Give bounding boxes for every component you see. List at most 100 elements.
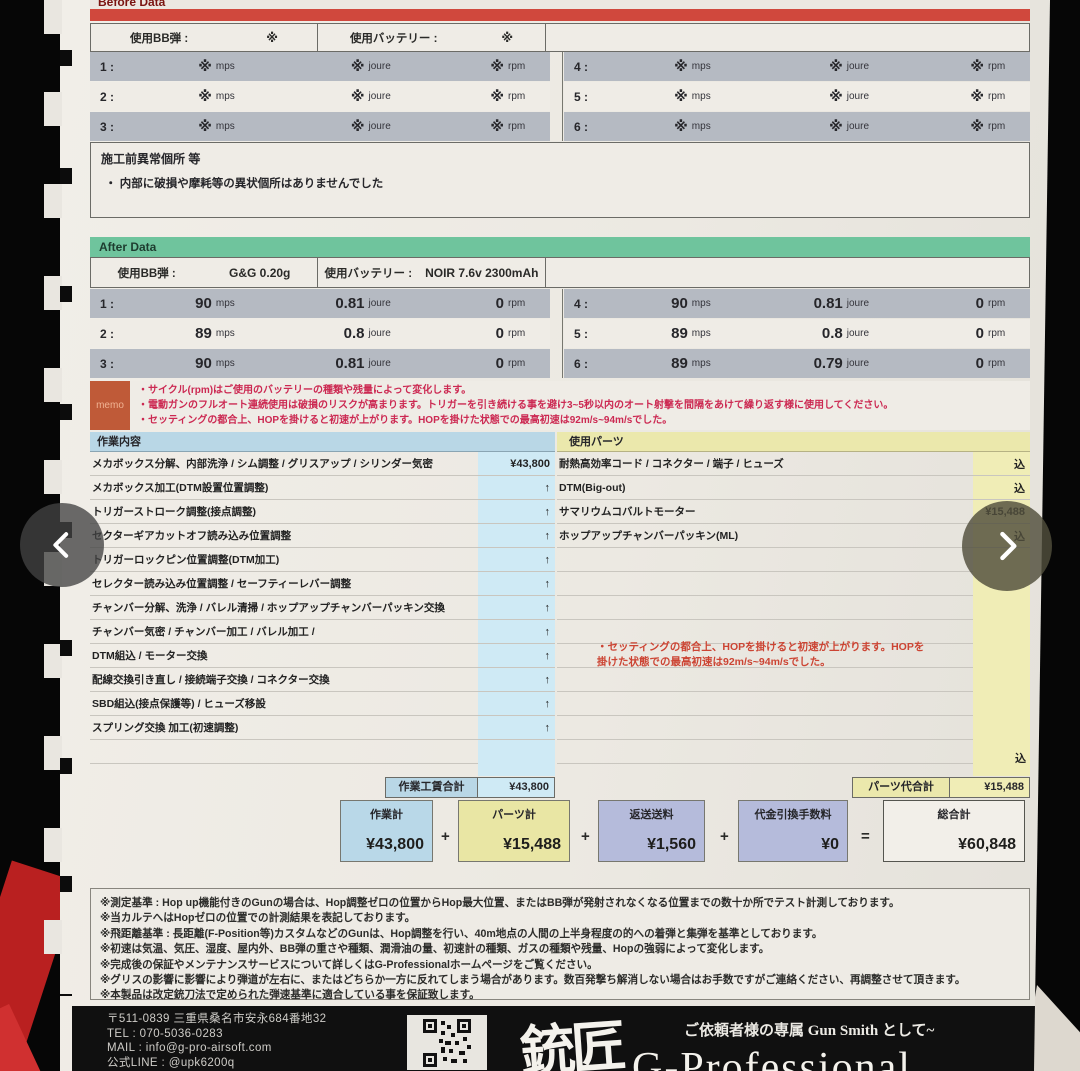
work-total-box: 作業計 ¥43,800 xyxy=(340,800,433,862)
abnormality-title: 施工前異常個所 等 xyxy=(101,152,201,166)
rpm-value: ※ xyxy=(970,118,984,134)
before-row-3: 3 : ※ mps ※ joure ※ rpm xyxy=(90,112,550,141)
previous-image-button[interactable] xyxy=(20,503,104,587)
footnote-line: ※グリスの影響に影響により弾道が左右に、またはどちらか一方に反れてしまう場合があ… xyxy=(100,974,966,987)
rpm-value: 0 xyxy=(975,295,984,312)
mps-unit: mps xyxy=(691,91,711,102)
after-bb-cell: 使用BB弾 : G&G 0.20g xyxy=(91,258,318,287)
parts-item: 耐熱高効率コード / コネクター / 端子 / ヒューズ 込 xyxy=(557,452,1030,476)
parts-item: ホップアップチャンバーパッキン(ML)込 xyxy=(557,524,1030,548)
rpm-unit: rpm xyxy=(508,91,526,102)
rpm-value: ※ xyxy=(490,88,504,104)
work-item-label: スプリング交換 加工(初速調整) xyxy=(92,722,239,734)
qr-code xyxy=(407,1015,487,1070)
work-item: セクターギアカットオフ読み込み位置調整 ↑ xyxy=(90,524,555,548)
total-box-label: 作業計 xyxy=(370,809,403,821)
total-box-value: ¥15,488 xyxy=(503,836,561,853)
next-image-button[interactable] xyxy=(962,501,1052,591)
work-item-label: メカボックス加工(DTM設置位置調整) xyxy=(92,482,269,494)
work-item-label: セレクター読み込み位置調整 / セーフティーレバー調整 xyxy=(92,578,352,590)
before-header-row: 使用BB弾 : ※ 使用バッテリー : ※ xyxy=(90,23,1030,52)
bb-label: 使用BB弾 : xyxy=(117,267,176,280)
footnote-line: ※完成後の保証やメンテナンスサービスについて詳しくはG-Professional… xyxy=(100,958,598,971)
mps-unit: mps xyxy=(215,298,235,309)
joule-value: ※ xyxy=(829,58,843,74)
parts-item-label: ホップアップチャンバーパッキン(ML) xyxy=(559,530,739,542)
memo-lines: ・サイクル(rpm)はご使用のバッテリーの種類や残量によって変化します。 ・電動… xyxy=(130,381,893,430)
rpm-unit: rpm xyxy=(988,61,1006,72)
footnote-line: ※飛距離基準 : 長距離(F-Position等)カスタムなどのGunは、Hop… xyxy=(100,927,823,940)
footnotes-box: ※測定基準 : Hop up機能付きのGunの場合は、Hop調整ゼロの位置からH… xyxy=(90,888,1030,1000)
after-data-title-bar: After Data xyxy=(90,237,1030,257)
joule-value: ※ xyxy=(829,88,843,104)
before-bb-cell: 使用BB弾 : ※ xyxy=(91,24,318,51)
rpm-unit: rpm xyxy=(508,328,526,339)
after-header-row: 使用BB弾 : G&G 0.20g 使用バッテリー : NOIR 7.6v 23… xyxy=(90,257,1030,288)
footnote-line: ※本製品は改定銃刀法で定められた弾速基準に適合している事を保証致します。 xyxy=(100,989,480,1002)
before-data-title-bar: Before Data xyxy=(90,0,1030,9)
work-empty-rows xyxy=(90,740,555,776)
after-row-3: 3 : 90 mps 0.81 joure 0 rpm xyxy=(90,349,550,378)
mps-value: 90 xyxy=(195,355,212,372)
mps-unit: mps xyxy=(215,61,235,72)
before-row-6: 6 : ※ mps ※ joure ※ rpm xyxy=(564,112,1030,141)
parts-subtotal-value: ¥15,488 xyxy=(950,777,1030,798)
after-row-6: 6 : 89 mps 0.79 joure 0 rpm xyxy=(564,349,1030,378)
after-rows-left: 1 : 90 mps 0.81 joure 0 rpm 2 : 89 mps 0.8 jo… xyxy=(90,289,550,378)
footnote-line: ※当カルテへはHopゼロの位置での計測結果を表記しております。 xyxy=(100,912,416,925)
work-item: SBD組込(接点保護等) / ヒューズ移設 ↑ xyxy=(90,692,555,716)
joule-unit: joure xyxy=(846,121,870,132)
rpm-value: ※ xyxy=(490,118,504,134)
rpm-unit: rpm xyxy=(508,121,526,132)
before-row-2: 2 : ※ mps ※ joure ※ rpm xyxy=(90,82,550,111)
joule-unit: joure xyxy=(846,358,870,369)
work-item-label: SBD組込(接点保護等) / ヒューズ移設 xyxy=(92,698,266,710)
joule-value: 0.81 xyxy=(335,295,365,312)
shipping-fee-box: 返送送料 ¥1,560 xyxy=(598,800,705,862)
work-item: メカボックス分解、内部洗浄 / シム調整 / グリスアップ / シリンダー気密 ¥… xyxy=(90,452,555,476)
work-item: メカボックス加工(DTM設置位置調整) ↑ xyxy=(90,476,555,500)
before-empty-cell xyxy=(546,24,1029,51)
total-box-value: ¥0 xyxy=(821,836,839,853)
row-number: 6 : xyxy=(574,356,589,371)
mps-unit: mps xyxy=(215,328,235,339)
memo-line: ・サイクル(rpm)はご使用のバッテリーの種類や残量によって変化します。 xyxy=(138,385,472,396)
work-item-price: ↑ xyxy=(478,596,555,619)
work-item-label: メカボックス分解、内部洗浄 / シム調整 / グリスアップ / シリンダー気密 xyxy=(92,458,433,470)
mps-value: ※ xyxy=(674,58,688,74)
parts-section-header: 使用パーツ xyxy=(557,432,1030,452)
parts-item: DTM(Big-out) 込 xyxy=(557,476,1030,500)
rpm-unit: rpm xyxy=(988,328,1006,339)
rpm-value: ※ xyxy=(970,58,984,74)
mps-unit: mps xyxy=(215,358,235,369)
shop-footer: 〒511-0839 三重県桑名市安永684番地32 TEL : 070-5036… xyxy=(72,1006,1040,1071)
total-box-label: パーツ計 xyxy=(492,809,536,821)
row-number: 1 : xyxy=(100,59,115,74)
rpm-unit: rpm xyxy=(988,358,1006,369)
memo-line: ・電動ガンのフルオート連続使用は破損のリスクが高まります。トリガーを引き続ける事… xyxy=(138,400,894,411)
parts-item-label: サマリウムコバルトモーター xyxy=(559,506,696,518)
mps-value: ※ xyxy=(198,118,212,134)
mps-unit: mps xyxy=(691,121,711,132)
shop-contact-block: 〒511-0839 三重県桑名市安永684番地32 TEL : 070-5036… xyxy=(107,1012,326,1070)
work-item-price: ↑ xyxy=(478,644,555,667)
shop-tel: TEL : 070-5036-0283 xyxy=(107,1027,223,1040)
total-box-value: ¥43,800 xyxy=(366,836,424,853)
rpm-unit: rpm xyxy=(508,358,526,369)
after-row-4: 4 : 90 mps 0.81 joure 0 rpm xyxy=(564,289,1030,318)
rpm-value: 0 xyxy=(495,325,504,342)
after-row-1: 1 : 90 mps 0.81 joure 0 rpm xyxy=(90,289,550,318)
plus-operator: + xyxy=(720,828,729,845)
chevron-right-icon xyxy=(1000,531,1017,561)
joule-unit: joure xyxy=(368,328,391,339)
joule-value: 0.79 xyxy=(813,355,843,372)
work-subtotal-label: 作業工賃合計 xyxy=(385,777,478,798)
parts-empty-rows: ・セッティングの都合上、HOPを掛けると初速が上がります。HOPを掛けた状態での… xyxy=(557,548,1030,776)
paper-binder-holes xyxy=(60,6,72,996)
mps-value: ※ xyxy=(674,118,688,134)
joule-unit: joure xyxy=(368,61,391,72)
memo-tag: memo xyxy=(90,381,130,430)
work-item-label: 配線交換引き直し / 接続端子交換 / コネクター交換 xyxy=(92,674,330,686)
mps-unit: mps xyxy=(691,61,711,72)
bb-label: 使用BB弾 : xyxy=(130,32,189,45)
